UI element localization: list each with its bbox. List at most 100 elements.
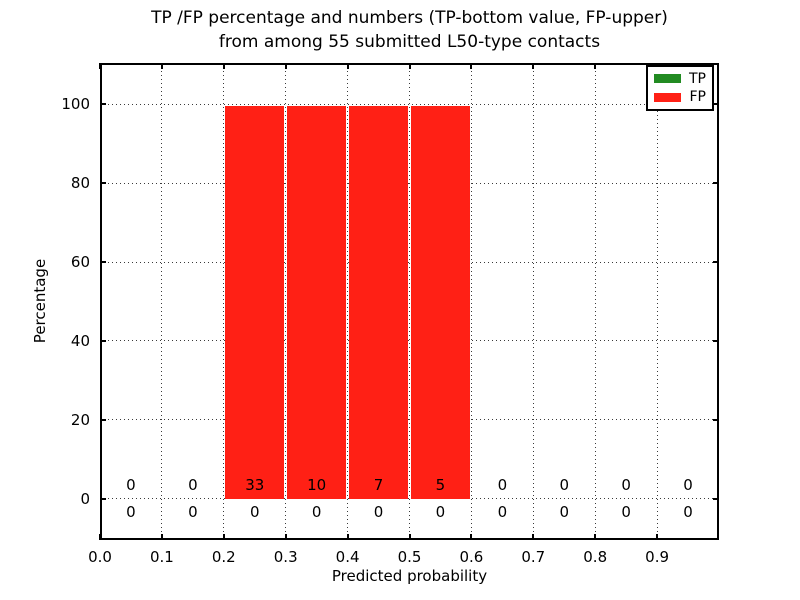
chart-title-line1: TP /FP percentage and numbers (TP-bottom… (151, 8, 668, 28)
legend-item-fp: FP (648, 90, 712, 104)
x-tick-label: 0.5 (397, 548, 422, 566)
gridline-horizontal (100, 261, 719, 263)
x-tick-label: 0.4 (335, 548, 360, 566)
gridline-vertical (656, 63, 658, 540)
x-tick-label: 0.2 (211, 548, 236, 566)
count-label-fp-bin7: 0 (559, 475, 570, 494)
x-tick-top (99, 63, 101, 69)
x-axis-label: Predicted probability (331, 567, 488, 585)
count-label-fp-bin5: 5 (435, 475, 446, 494)
y-tick-label: 100 (61, 95, 90, 114)
legend-swatch-fp-icon (654, 92, 681, 102)
x-tick-label: 0.6 (459, 548, 484, 566)
y-tick-left (100, 261, 106, 263)
count-label-fp-bin4: 7 (373, 475, 384, 494)
y-tick-label: 0 (80, 489, 90, 508)
legend-swatch-tp-icon (654, 74, 681, 84)
y-tick-right (713, 261, 719, 263)
count-label-tp-bin9: 0 (683, 503, 693, 521)
count-label-tp-bin6: 0 (497, 503, 508, 521)
gridline-vertical (470, 63, 472, 540)
count-label-tp-bin5: 0 (435, 503, 446, 521)
y-tick-label: 80 (70, 174, 90, 193)
count-label-fp-bin2: 33 (245, 475, 265, 494)
count-label-tp-bin1: 0 (188, 503, 198, 521)
gridline-vertical (223, 63, 225, 540)
y-tick-label: 20 (70, 410, 90, 429)
gridline-vertical (409, 63, 410, 540)
y-tick-left (100, 497, 106, 500)
x-tick-top (160, 63, 163, 69)
count-label-fp-bin6: 0 (497, 475, 508, 494)
y-tick-label: 60 (70, 253, 90, 271)
count-label-tp-bin8: 0 (621, 503, 631, 521)
y-tick-right (713, 418, 719, 421)
bar-fp-bin4 (349, 105, 408, 499)
x-tick-bottom (346, 534, 349, 540)
count-label-tp-bin7: 0 (559, 503, 570, 521)
y-tick-left (100, 182, 106, 185)
count-label-fp-bin1: 0 (188, 475, 198, 494)
count-label-fp-bin9: 0 (683, 475, 693, 494)
x-tick-label: 0.1 (149, 548, 174, 566)
y-tick-left (100, 418, 106, 421)
gridline-horizontal (100, 103, 719, 105)
count-label-fp-bin8: 0 (621, 475, 631, 494)
x-tick-top (532, 63, 535, 69)
gridline-vertical (594, 63, 596, 540)
x-tick-bottom (160, 534, 163, 540)
gridline-vertical (532, 63, 534, 540)
gridline-horizontal (100, 419, 719, 421)
x-tick-bottom (594, 534, 597, 540)
gridline-vertical (347, 63, 349, 540)
count-label-fp-bin0: 0 (126, 475, 136, 494)
y-tick-right (713, 339, 719, 342)
x-tick-bottom (470, 534, 473, 540)
chart-title-line2: from among 55 submitted L50-type contact… (218, 32, 601, 52)
plot-area: 0.0 0.1 0.2 0.3 0.4 0.5 0.6 0.7 0.8 0.9 0 20 40 60 80 1… (61, 63, 719, 566)
count-label-fp-bin3: 10 (307, 475, 327, 494)
legend-label-fp: FP (689, 89, 707, 106)
x-tick-bottom (532, 534, 535, 540)
y-tick-left (100, 339, 106, 342)
legend-label-tp: TP (689, 70, 706, 87)
gridline-vertical (161, 63, 163, 540)
x-tick-label: 0.8 (583, 548, 608, 566)
x-tick-label: 0.0 (88, 548, 112, 566)
x-tick-label: 0.3 (273, 548, 298, 566)
y-tick-right (713, 182, 719, 185)
x-tick-bottom (656, 534, 659, 540)
x-tick-bottom (408, 534, 411, 540)
x-tick-top (346, 63, 349, 69)
x-tick-bottom (284, 534, 287, 540)
y-tick-left (100, 103, 106, 106)
legend-item-tp: TP (648, 72, 712, 86)
gridline-horizontal (100, 182, 719, 184)
count-label-tp-bin3: 0 (311, 503, 322, 521)
x-tick-top (594, 63, 597, 69)
y-tick-right (713, 103, 719, 106)
count-label-tp-bin2: 0 (249, 503, 260, 521)
bar-fp-bin2 (225, 105, 285, 499)
gridline-horizontal (100, 340, 719, 342)
gridline-horizontal (100, 498, 719, 500)
x-tick-label: 0.7 (521, 548, 546, 566)
x-tick-bottom (99, 534, 101, 540)
x-tick-label: 0.9 (645, 548, 670, 566)
legend: TP FP (646, 65, 714, 111)
x-tick-bottom (222, 534, 225, 540)
chart-title: TP /FP percentage and numbers (TP-bottom… (100, 6, 719, 54)
x-tick-top (470, 63, 473, 69)
y-axis-label: Percentage (31, 258, 49, 344)
x-tick-top (284, 63, 287, 69)
bar-fp-bin5 (411, 105, 470, 499)
count-label-tp-bin0: 0 (126, 503, 136, 521)
y-tick-label: 40 (70, 331, 90, 350)
count-label-tp-bin4: 0 (373, 503, 384, 521)
y-tick-right (713, 497, 719, 500)
x-tick-top (408, 63, 411, 69)
gridline-vertical (285, 63, 287, 540)
x-tick-top (222, 63, 225, 69)
bar-fp-bin3 (287, 105, 347, 499)
